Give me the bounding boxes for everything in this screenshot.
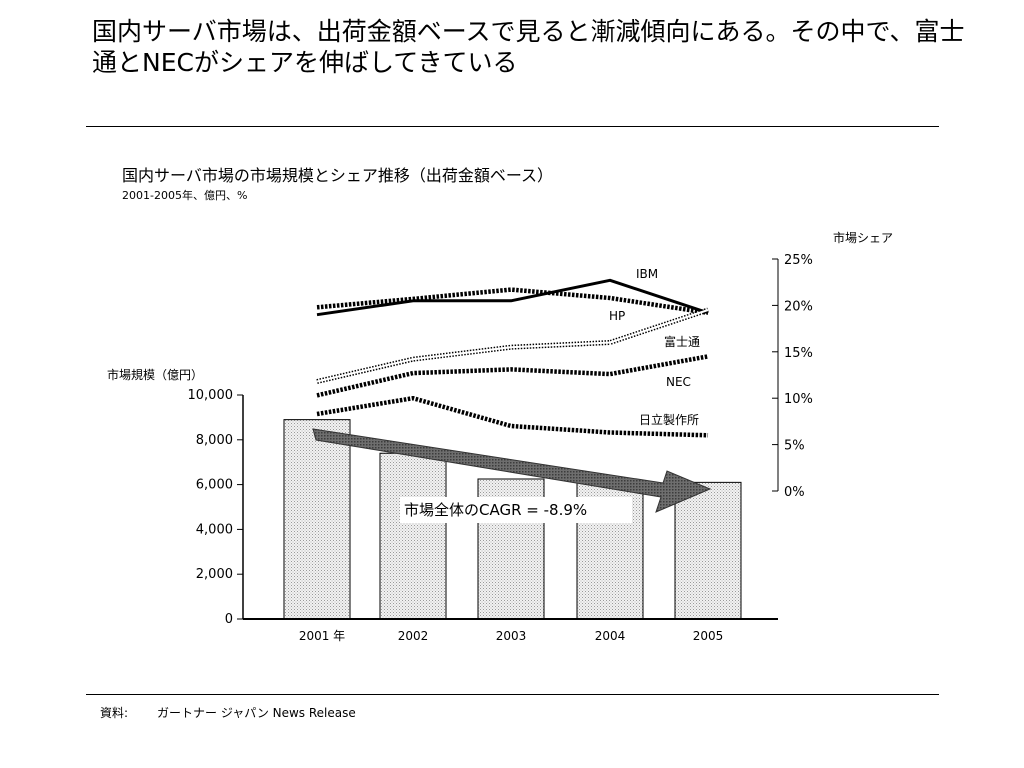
x-tick-label: 2001 年	[299, 629, 345, 643]
left-axis-title: 市場規模（億円）	[107, 367, 203, 382]
cagr-annotation-text: 市場全体のCAGR = -8.9%	[404, 501, 587, 519]
cagr-annotation: 市場全体のCAGR = -8.9%	[400, 497, 632, 523]
right-tick-label: 0%	[784, 485, 805, 500]
left-tick-label: 0	[225, 612, 233, 627]
left-tick-label: 2,000	[196, 567, 233, 582]
series-label-3: 富士通	[664, 334, 700, 349]
chart-subtitle: 2001-2005年、億円、%	[122, 189, 248, 202]
series-label-4: NEC	[666, 375, 691, 389]
cagr-annotation-bg	[400, 497, 632, 523]
right-tick-label: 15%	[784, 346, 813, 361]
line-5	[316, 395, 709, 438]
page-headline: 国内サーバ市場は、出荷金額ベースで見ると漸減傾向にある。その中で、富士通とNEC…	[92, 17, 965, 77]
line-4	[316, 354, 709, 398]
right-tick-label: 5%	[784, 439, 805, 454]
line-3-core	[316, 309, 709, 383]
series-label-1: IBM	[636, 267, 658, 281]
bottom-divider	[86, 694, 939, 695]
right-tick-label: 25%	[784, 253, 813, 268]
source-text: ガートナー ジャパン News Release	[157, 706, 356, 720]
right-axis-title: 市場シェア	[833, 230, 893, 245]
chart-title: 国内サーバ市場の市場規模とシェア推移（出荷金額ベース）	[122, 166, 554, 185]
right-tick-label: 20%	[784, 299, 813, 314]
line-2	[316, 287, 709, 316]
x-tick-label: 2005	[693, 629, 724, 643]
line-1	[316, 278, 709, 317]
top-divider	[86, 126, 939, 127]
series-label-5: 日立製作所	[639, 412, 699, 427]
bar-5	[674, 481, 742, 620]
x-tick-label: 2003	[496, 629, 527, 643]
right-tick-label: 10%	[784, 392, 813, 407]
x-tick-label: 2004	[595, 629, 626, 643]
left-tick-label: 8,000	[196, 433, 233, 448]
series-label-2: HP	[609, 309, 625, 323]
x-tick-label: 2002	[398, 629, 429, 643]
source-label: 資料:	[100, 706, 129, 720]
left-tick-label: 6,000	[196, 478, 233, 493]
left-tick-label: 10,000	[188, 388, 234, 403]
bar-1	[283, 419, 351, 620]
bar-2	[379, 452, 447, 620]
left-tick-label: 4,000	[196, 522, 233, 537]
cagr-arrow	[312, 428, 712, 513]
